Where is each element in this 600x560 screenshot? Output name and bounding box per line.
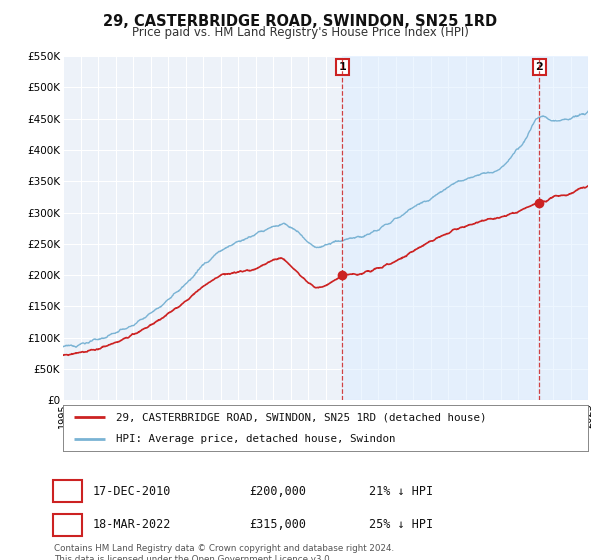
Text: 18-MAR-2022: 18-MAR-2022 xyxy=(93,518,172,531)
Text: Price paid vs. HM Land Registry's House Price Index (HPI): Price paid vs. HM Land Registry's House … xyxy=(131,26,469,39)
Text: 29, CASTERBRIDGE ROAD, SWINDON, SN25 1RD (detached house): 29, CASTERBRIDGE ROAD, SWINDON, SN25 1RD… xyxy=(115,412,486,422)
Text: 2: 2 xyxy=(535,62,543,72)
Text: Contains HM Land Registry data © Crown copyright and database right 2024.
This d: Contains HM Land Registry data © Crown c… xyxy=(54,544,394,560)
Text: 29, CASTERBRIDGE ROAD, SWINDON, SN25 1RD: 29, CASTERBRIDGE ROAD, SWINDON, SN25 1RD xyxy=(103,14,497,29)
Text: 21% ↓ HPI: 21% ↓ HPI xyxy=(369,484,433,498)
Bar xyxy=(343,56,588,400)
Text: 2: 2 xyxy=(64,518,71,531)
Text: £200,000: £200,000 xyxy=(249,484,306,498)
Text: 17-DEC-2010: 17-DEC-2010 xyxy=(93,484,172,498)
Text: 25% ↓ HPI: 25% ↓ HPI xyxy=(369,518,433,531)
Text: 1: 1 xyxy=(64,484,71,498)
Text: HPI: Average price, detached house, Swindon: HPI: Average price, detached house, Swin… xyxy=(115,435,395,444)
Text: 1: 1 xyxy=(338,62,346,72)
Text: £315,000: £315,000 xyxy=(249,518,306,531)
